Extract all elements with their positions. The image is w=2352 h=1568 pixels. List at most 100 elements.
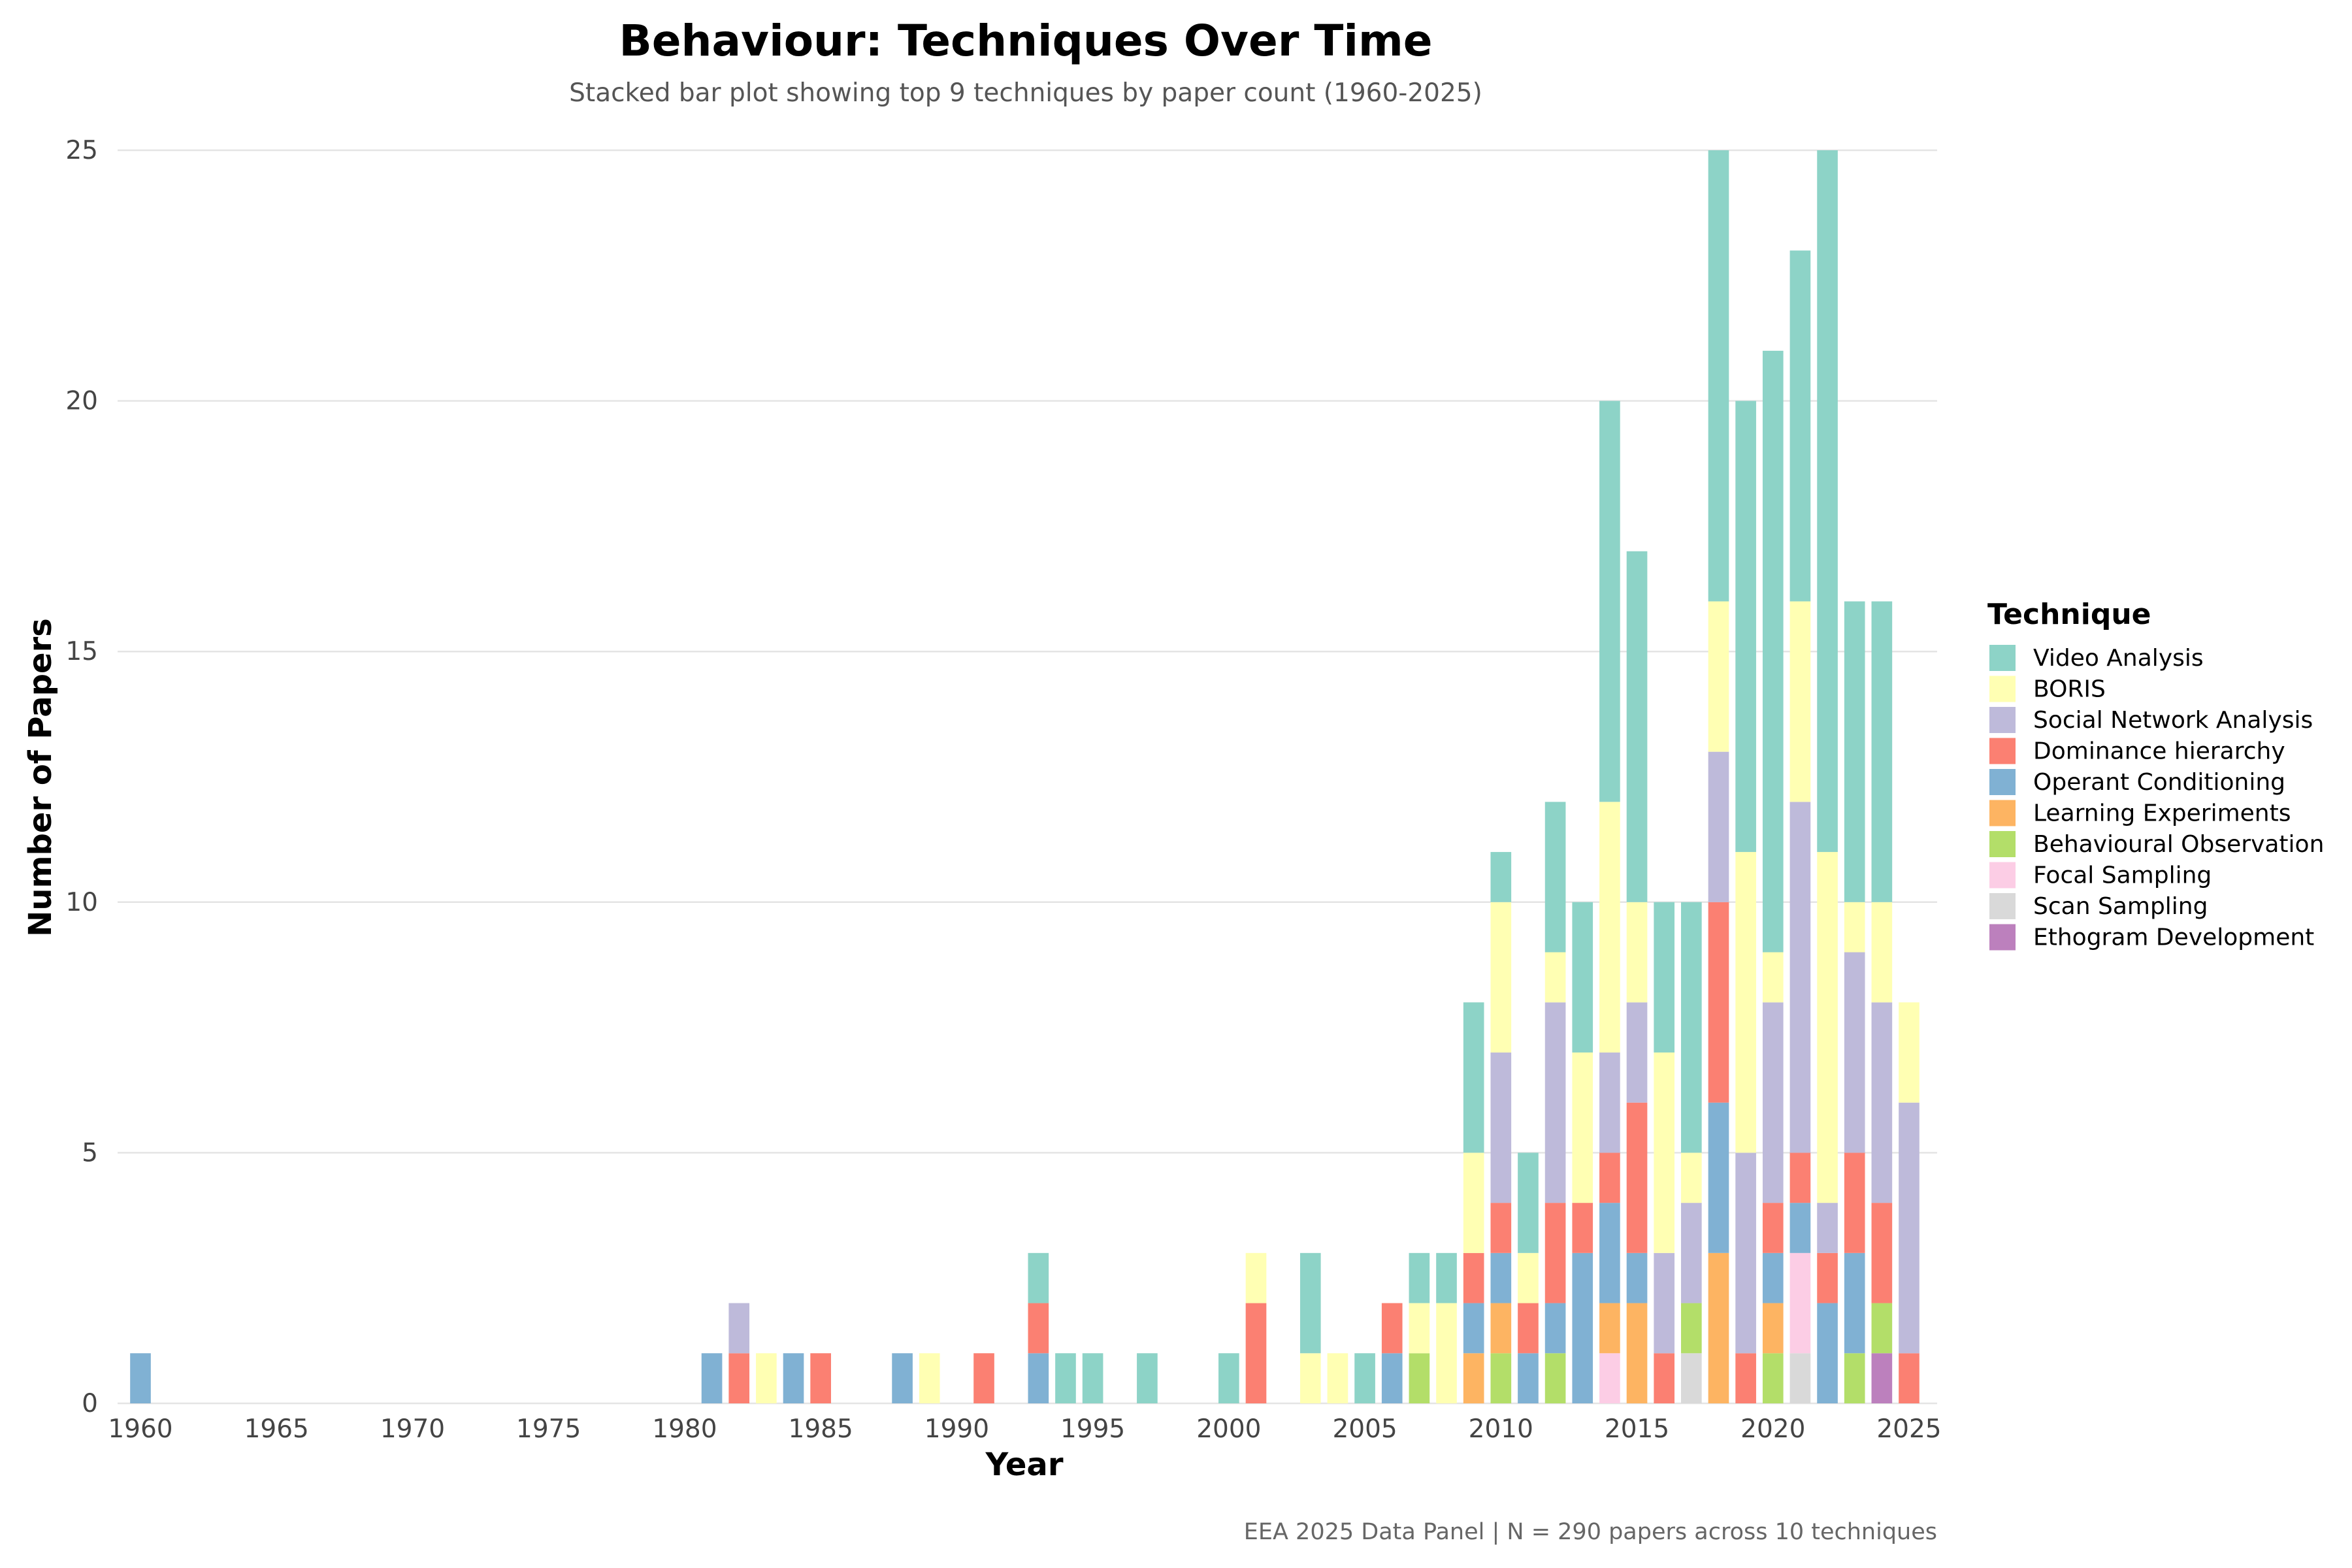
bar-boris-2004 xyxy=(1327,1353,1348,1403)
bar-boris-2003 xyxy=(1299,1353,1321,1403)
bar-dominance-hierarchy-2001 xyxy=(1245,1303,1267,1403)
bar-behavioural-observation-2020 xyxy=(1762,1353,1784,1403)
bar-operant-conditioning-2009 xyxy=(1463,1303,1484,1354)
bar-boris-2011 xyxy=(1518,1252,1539,1303)
y-tick-label: 10 xyxy=(65,888,98,917)
bar-dominance-hierarchy-1991 xyxy=(973,1353,994,1403)
bar-video-analysis-2012 xyxy=(1544,802,1566,953)
bar-video-analysis-2022 xyxy=(1817,150,1838,853)
bar-boris-2017 xyxy=(1681,1152,1702,1203)
legend-swatch-operant-conditioning xyxy=(1989,769,2016,795)
bar-scan-sampling-2017 xyxy=(1681,1353,1702,1403)
y-axis-ticks: 0 5 10 15 20 25 xyxy=(65,136,98,1418)
bar-video-analysis-2024 xyxy=(1871,601,1893,902)
x-tick-label: 2025 xyxy=(1876,1414,1941,1444)
bar-learning-experiments-2010 xyxy=(1490,1303,1512,1354)
bar-boris-2010 xyxy=(1490,902,1512,1053)
bar-dominance-hierarchy-2021 xyxy=(1789,1152,1811,1203)
bar-boris-2016 xyxy=(1654,1052,1675,1253)
bar-behavioural-observation-2017 xyxy=(1681,1303,1702,1354)
bar-video-analysis-2003 xyxy=(1299,1252,1321,1354)
bar-video-analysis-2005 xyxy=(1354,1353,1375,1403)
bar-dominance-hierarchy-2012 xyxy=(1544,1203,1566,1303)
legend-title: Technique xyxy=(1987,598,2151,631)
legend-label-ethogram-development: Ethogram Development xyxy=(2033,924,2314,951)
bar-video-analysis-2021 xyxy=(1789,250,1811,602)
bar-video-analysis-2014 xyxy=(1599,400,1620,802)
chart-caption: EEA 2025 Data Panel | N = 290 papers acr… xyxy=(1244,1519,1937,1545)
x-tick-label: 1980 xyxy=(652,1414,717,1444)
bar-social-network-analysis-2014 xyxy=(1599,1052,1620,1153)
legend: Video Analysis BORIS Social Network Analys… xyxy=(1989,645,2324,951)
bar-boris-2012 xyxy=(1544,952,1566,1003)
bar-video-analysis-2015 xyxy=(1626,551,1648,902)
bar-video-analysis-2017 xyxy=(1681,902,1702,1153)
y-tick-label: 20 xyxy=(65,387,98,416)
x-tick-label: 1995 xyxy=(1060,1414,1125,1444)
bar-video-analysis-2009 xyxy=(1463,1002,1484,1153)
legend-swatch-behavioural-observation xyxy=(1989,831,2016,857)
x-tick-label: 2020 xyxy=(1740,1414,1805,1444)
bar-dominance-hierarchy-2016 xyxy=(1654,1353,1675,1403)
x-tick-label: 2005 xyxy=(1332,1414,1397,1444)
bar-focal-sampling-2014 xyxy=(1599,1353,1620,1403)
legend-label-video-analysis: Video Analysis xyxy=(2033,645,2204,672)
y-tick-label: 0 xyxy=(82,1389,98,1418)
bar-video-analysis-2020 xyxy=(1762,350,1784,953)
bar-dominance-hierarchy-2013 xyxy=(1572,1203,1593,1253)
bar-dominance-hierarchy-2019 xyxy=(1735,1353,1756,1403)
bar-video-analysis-2018 xyxy=(1708,150,1729,602)
bar-learning-experiments-2015 xyxy=(1626,1303,1648,1403)
bar-social-network-analysis-2024 xyxy=(1871,1002,1893,1203)
bar-boris-2019 xyxy=(1735,852,1756,1153)
x-tick-label: 1985 xyxy=(789,1414,853,1444)
legend-swatch-ethogram-development xyxy=(1989,924,2016,951)
bar-operant-conditioning-2018 xyxy=(1708,1102,1729,1253)
bar-dominance-hierarchy-2023 xyxy=(1844,1152,1865,1253)
bar-boris-2001 xyxy=(1245,1252,1267,1303)
bar-dominance-hierarchy-2025 xyxy=(1899,1353,1919,1403)
bar-boris-1983 xyxy=(756,1353,777,1403)
bar-learning-experiments-2014 xyxy=(1599,1303,1620,1354)
y-tick-label: 15 xyxy=(65,637,98,666)
bar-video-analysis-2023 xyxy=(1844,601,1865,902)
bar-video-analysis-2008 xyxy=(1436,1252,1457,1303)
bar-operant-conditioning-2022 xyxy=(1817,1303,1838,1403)
x-tick-label: 1990 xyxy=(924,1414,989,1444)
bar-operant-conditioning-1993 xyxy=(1028,1353,1049,1403)
bar-boris-2021 xyxy=(1789,601,1811,802)
x-tick-label: 2010 xyxy=(1469,1414,1533,1444)
bar-video-analysis-2016 xyxy=(1654,902,1675,1053)
bar-dominance-hierarchy-2024 xyxy=(1871,1203,1893,1303)
bar-dominance-hierarchy-2015 xyxy=(1626,1102,1648,1253)
bar-dominance-hierarchy-2014 xyxy=(1599,1152,1620,1203)
x-tick-label: 1970 xyxy=(380,1414,445,1444)
legend-label-operant-conditioning: Operant Conditioning xyxy=(2033,769,2285,796)
legend-swatch-focal-sampling xyxy=(1989,862,2016,889)
bar-social-network-analysis-2016 xyxy=(1654,1252,1675,1354)
x-axis-title: Year xyxy=(985,1446,1064,1483)
bar-boris-1989 xyxy=(919,1353,940,1403)
legend-swatch-video-analysis xyxy=(1989,645,2016,671)
chart-title: Behaviour: Techniques Over Time xyxy=(619,16,1432,66)
bar-dominance-hierarchy-2006 xyxy=(1381,1303,1403,1354)
legend-label-scan-sampling: Scan Sampling xyxy=(2033,893,2208,920)
bar-boris-2020 xyxy=(1762,952,1784,1003)
bar-social-network-analysis-2021 xyxy=(1789,802,1811,1153)
bar-behavioural-observation-2007 xyxy=(1409,1353,1430,1403)
bar-dominance-hierarchy-2009 xyxy=(1463,1252,1484,1303)
bar-behavioural-observation-2012 xyxy=(1544,1353,1566,1403)
bar-video-analysis-2010 xyxy=(1490,852,1512,902)
bar-operant-conditioning-2015 xyxy=(1626,1252,1648,1303)
legend-swatch-social-network-analysis xyxy=(1989,707,2016,733)
y-tick-label: 25 xyxy=(65,136,98,165)
legend-swatch-dominance-hierarchy xyxy=(1989,738,2016,764)
bar-boris-2023 xyxy=(1844,902,1865,953)
bar-operant-conditioning-1981 xyxy=(701,1353,723,1403)
bars xyxy=(130,150,1919,1403)
bar-dominance-hierarchy-2020 xyxy=(1762,1203,1784,1253)
bar-social-network-analysis-2020 xyxy=(1762,1002,1784,1203)
y-axis-title: Number of Papers xyxy=(22,618,59,937)
bar-video-analysis-2011 xyxy=(1518,1152,1539,1253)
